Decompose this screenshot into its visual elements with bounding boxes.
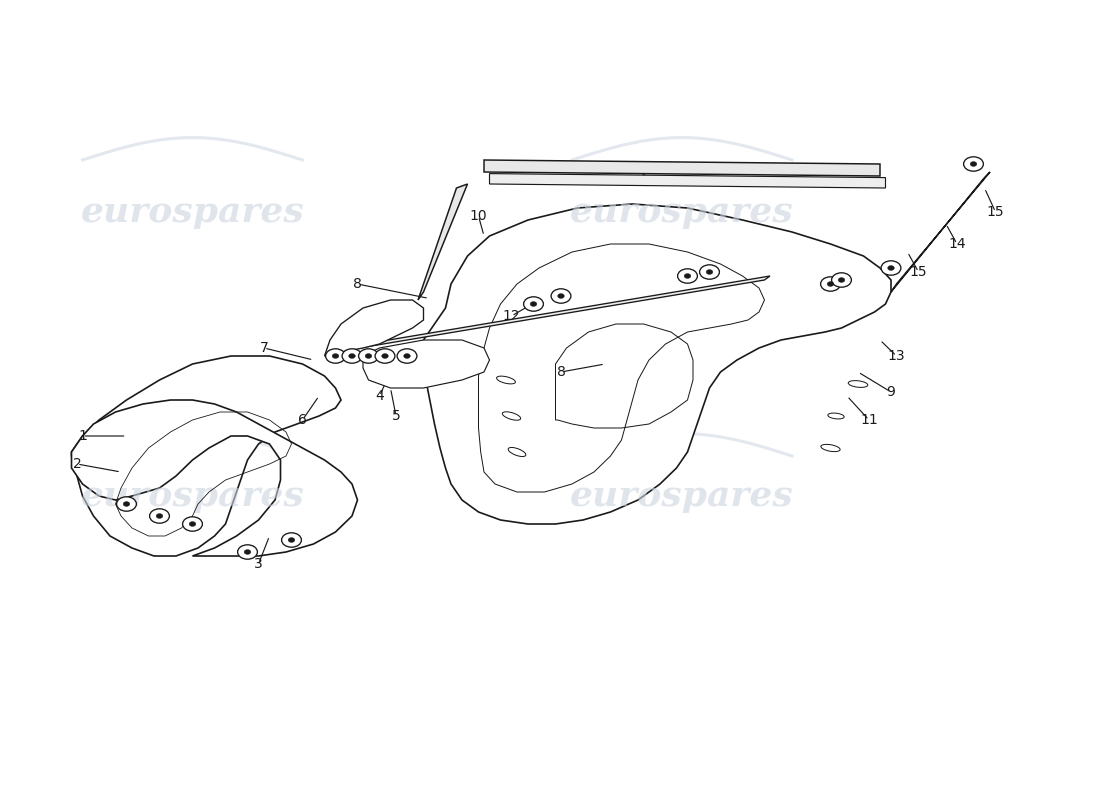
- Circle shape: [150, 509, 169, 523]
- Ellipse shape: [496, 376, 516, 384]
- Polygon shape: [418, 184, 468, 300]
- Circle shape: [123, 502, 130, 506]
- Circle shape: [524, 297, 543, 311]
- Circle shape: [827, 282, 834, 286]
- Circle shape: [189, 522, 196, 526]
- Polygon shape: [363, 340, 490, 388]
- Circle shape: [397, 349, 417, 363]
- Circle shape: [342, 349, 362, 363]
- Text: eurospares: eurospares: [570, 195, 794, 229]
- Circle shape: [700, 265, 719, 279]
- Circle shape: [821, 277, 840, 291]
- Text: eurospares: eurospares: [570, 479, 794, 513]
- Text: 5: 5: [392, 409, 400, 423]
- Circle shape: [117, 497, 136, 511]
- Circle shape: [970, 162, 977, 166]
- Circle shape: [365, 354, 372, 358]
- Text: 13: 13: [888, 349, 905, 363]
- Circle shape: [888, 266, 894, 270]
- Text: 8: 8: [557, 365, 565, 379]
- Text: 15: 15: [987, 205, 1004, 219]
- Polygon shape: [72, 400, 358, 556]
- Polygon shape: [484, 160, 880, 176]
- Text: 7: 7: [260, 341, 268, 355]
- Text: 3: 3: [254, 557, 263, 571]
- Text: 15: 15: [910, 265, 927, 279]
- Circle shape: [881, 261, 901, 275]
- Circle shape: [244, 550, 251, 554]
- Circle shape: [332, 354, 339, 358]
- Circle shape: [678, 269, 697, 283]
- Circle shape: [551, 289, 571, 303]
- Text: 14: 14: [624, 161, 641, 175]
- Circle shape: [838, 278, 845, 282]
- Ellipse shape: [848, 381, 868, 387]
- Text: 9: 9: [887, 385, 895, 399]
- Circle shape: [349, 354, 355, 358]
- Circle shape: [326, 349, 345, 363]
- Circle shape: [382, 354, 388, 358]
- Text: 14: 14: [948, 237, 966, 251]
- Text: eurospares: eurospares: [80, 195, 305, 229]
- Circle shape: [156, 514, 163, 518]
- Polygon shape: [336, 276, 770, 352]
- Text: eurospares: eurospares: [80, 479, 305, 513]
- Ellipse shape: [821, 444, 840, 452]
- Circle shape: [964, 157, 983, 171]
- Polygon shape: [424, 204, 891, 524]
- Circle shape: [282, 533, 301, 547]
- Ellipse shape: [503, 412, 520, 420]
- Text: 8: 8: [353, 277, 362, 291]
- Text: 4: 4: [375, 389, 384, 403]
- Polygon shape: [72, 356, 341, 556]
- Polygon shape: [891, 172, 990, 292]
- Text: 1: 1: [78, 429, 87, 443]
- Polygon shape: [490, 174, 886, 188]
- Circle shape: [183, 517, 202, 531]
- Text: 10: 10: [470, 209, 487, 223]
- Text: 6: 6: [298, 413, 307, 427]
- Ellipse shape: [828, 413, 844, 419]
- Circle shape: [238, 545, 257, 559]
- Circle shape: [832, 273, 851, 287]
- Circle shape: [288, 538, 295, 542]
- Circle shape: [530, 302, 537, 306]
- Polygon shape: [324, 300, 424, 356]
- Circle shape: [558, 294, 564, 298]
- Circle shape: [404, 354, 410, 358]
- Text: 12: 12: [503, 309, 520, 323]
- Circle shape: [375, 349, 395, 363]
- Circle shape: [684, 274, 691, 278]
- Text: 11: 11: [860, 413, 878, 427]
- Circle shape: [359, 349, 378, 363]
- Ellipse shape: [508, 447, 526, 457]
- Circle shape: [706, 270, 713, 274]
- Text: 2: 2: [73, 457, 81, 471]
